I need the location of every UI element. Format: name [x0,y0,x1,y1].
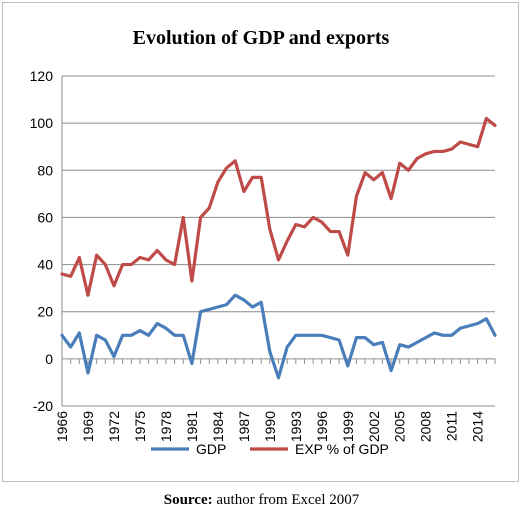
x-tick-label: 1987 [236,411,252,442]
legend-label: EXP % of GDP [295,441,389,457]
x-tick-label: 2002 [366,411,382,442]
chart-title: Evolution of GDP and exports [133,27,390,49]
series-line-exp-pct-gdp [60,116,497,297]
y-tick-label: 60 [37,209,53,225]
legend-label: GDP [196,441,226,457]
x-tick-label: 2011 [444,411,460,441]
y-tick-label: 40 [37,257,53,273]
x-tick-label: 1972 [106,411,122,442]
x-tick-label: 1984 [210,411,226,442]
source-text: author from Excel 2007 [212,492,360,508]
source-caption: Source: author from Excel 2007 [0,492,523,509]
x-tick-label: 2005 [392,411,408,442]
y-tick-label: 0 [45,351,53,367]
y-tick-label: 80 [37,162,53,178]
source-label: Source: [163,492,213,508]
y-tick-label: -20 [33,398,53,414]
x-tick-label: 1978 [158,411,174,442]
series-line-gdp [60,293,497,380]
y-tick-label: 100 [30,115,54,131]
x-tick-label: 1966 [54,411,70,442]
y-tick-label: 20 [37,304,53,320]
x-tick-label: 1999 [340,411,356,442]
x-tick-label: 1975 [132,411,148,442]
x-tick-label: 1993 [288,411,304,442]
chart: Evolution of GDP and exports -20 0 20 40 60 8… [30,27,497,457]
x-tick-label: 1981 [184,411,200,442]
x-tick-label: 1969 [80,411,96,442]
x-tick-label: 1990 [262,411,278,442]
chart-frame: Evolution of GDP and exports -20 0 20 40 60 8… [2,2,519,482]
x-tick-label: 2014 [470,411,486,442]
x-tick-label: 2008 [418,411,434,442]
y-tick-label: 120 [30,68,54,84]
x-tick-label: 1996 [314,411,330,442]
